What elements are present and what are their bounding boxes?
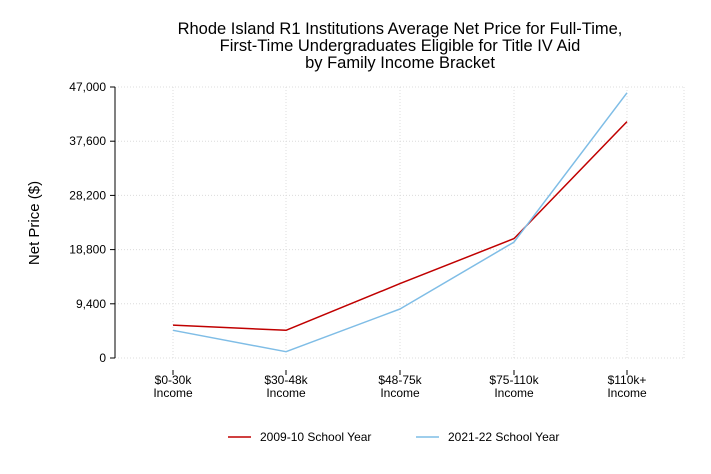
y-tick-label: 28,200: [69, 188, 106, 202]
chart-title-line-1: Rhode Island R1 Institutions Average Net…: [178, 20, 623, 38]
legend: 2009-10 School Year 2021-22 School Year: [228, 430, 559, 444]
y-tick-label: 47,000: [69, 80, 106, 94]
gridlines: [114, 86, 685, 359]
y-axis: 0 9,400 18,800 28,200 37,600 47,000: [69, 80, 116, 365]
x-axis: $0-30kIncome$30-48kIncome$48-75kIncome$7…: [153, 370, 647, 400]
y-tick-label: 37,600: [69, 134, 106, 148]
series-line-2021-22: [172, 92, 628, 353]
legend-label-2009-10: 2009-10 School Year: [260, 430, 371, 444]
x-tick-label: $75-110k: [489, 373, 539, 387]
x-tick-label: Income: [380, 386, 420, 400]
x-tick-label: Income: [607, 386, 647, 400]
series-lines: [172, 92, 628, 353]
x-tick-label: $30-48k: [264, 373, 308, 387]
chart-title-line-3: by Family Income Bracket: [305, 54, 495, 72]
chart-title-line-2: First-Time Undergraduates Eligible for T…: [220, 37, 581, 55]
series-line-2009-10: [172, 121, 628, 332]
x-tick-label: $110k+: [608, 373, 647, 387]
chart-title: Rhode Island R1 Institutions Average Net…: [178, 20, 623, 72]
x-tick-label: $48-75k: [378, 373, 422, 387]
x-tick-label: $0-30k: [155, 373, 193, 387]
x-tick-label: Income: [266, 386, 306, 400]
y-tick-label: 18,800: [69, 243, 106, 257]
y-tick-label: 0: [99, 351, 106, 365]
y-axis-title: Net Price ($): [26, 181, 43, 265]
y-tick-label: 9,400: [76, 297, 106, 311]
x-tick-label: Income: [153, 386, 193, 400]
x-tick-label: Income: [494, 386, 534, 400]
legend-label-2021-22: 2021-22 School Year: [448, 430, 559, 444]
